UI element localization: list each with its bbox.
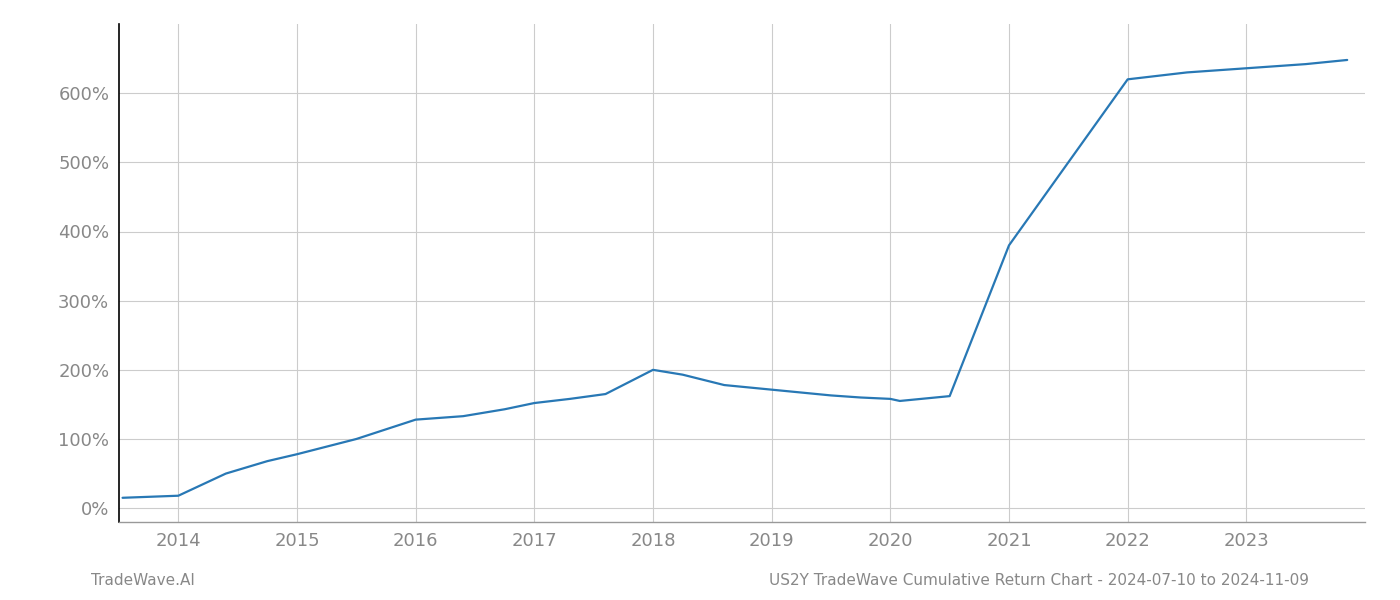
Text: US2Y TradeWave Cumulative Return Chart - 2024-07-10 to 2024-11-09: US2Y TradeWave Cumulative Return Chart -… [769, 573, 1309, 588]
Text: TradeWave.AI: TradeWave.AI [91, 573, 195, 588]
